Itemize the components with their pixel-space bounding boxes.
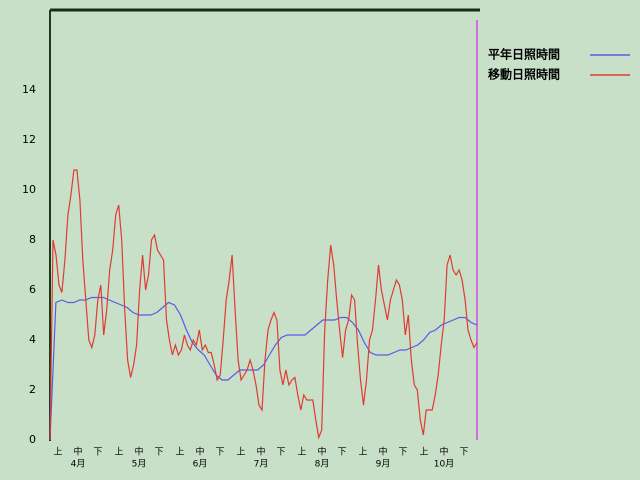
x-tick-label: 中 xyxy=(317,446,326,458)
y-tick-label: 8 xyxy=(29,233,36,246)
month-label: 7月 xyxy=(254,459,269,470)
y-tick-label: 2 xyxy=(29,383,36,396)
y-tick-label: 12 xyxy=(22,133,36,146)
x-tick-label: 下 xyxy=(154,448,163,458)
month-label: 5月 xyxy=(132,459,147,470)
x-tick-label: 下 xyxy=(93,448,102,458)
x-tick-label: 中 xyxy=(378,446,387,458)
y-tick-label: 0 xyxy=(29,433,36,446)
x-tick-label: 上 xyxy=(358,447,367,458)
x-tick-label: 上 xyxy=(297,447,306,458)
x-tick-label: 下 xyxy=(276,448,285,458)
month-label: 8月 xyxy=(315,459,330,470)
x-tick-label: 中 xyxy=(134,446,143,458)
x-tick-label: 上 xyxy=(114,447,123,458)
x-tick-label: 下 xyxy=(337,448,346,458)
x-tick-label: 中 xyxy=(439,446,448,458)
month-label: 6月 xyxy=(193,459,208,470)
month-label: 9月 xyxy=(376,459,391,470)
x-tick-label: 上 xyxy=(419,447,428,458)
y-tick-label: 4 xyxy=(29,333,36,346)
series-line xyxy=(49,296,478,441)
x-tick-label: 下 xyxy=(215,448,224,458)
x-tick-label: 下 xyxy=(459,448,468,458)
y-tick-label: 6 xyxy=(29,283,36,296)
legend-label: 移動日照時間 xyxy=(488,67,560,82)
x-tick-label: 上 xyxy=(53,447,62,458)
x-tick-label: 上 xyxy=(175,447,184,458)
y-tick-label: 10 xyxy=(22,183,36,196)
series-line xyxy=(49,169,478,441)
x-tick-label: 上 xyxy=(236,447,245,458)
month-label: 10月 xyxy=(434,459,454,470)
legend-label: 平年日照時間 xyxy=(488,47,560,62)
x-tick-label: 中 xyxy=(73,446,82,458)
x-tick-label: 中 xyxy=(195,446,204,458)
y-tick-label: 14 xyxy=(22,83,36,96)
x-tick-label: 下 xyxy=(398,448,407,458)
x-tick-label: 中 xyxy=(256,446,265,458)
month-label: 4月 xyxy=(71,459,86,470)
